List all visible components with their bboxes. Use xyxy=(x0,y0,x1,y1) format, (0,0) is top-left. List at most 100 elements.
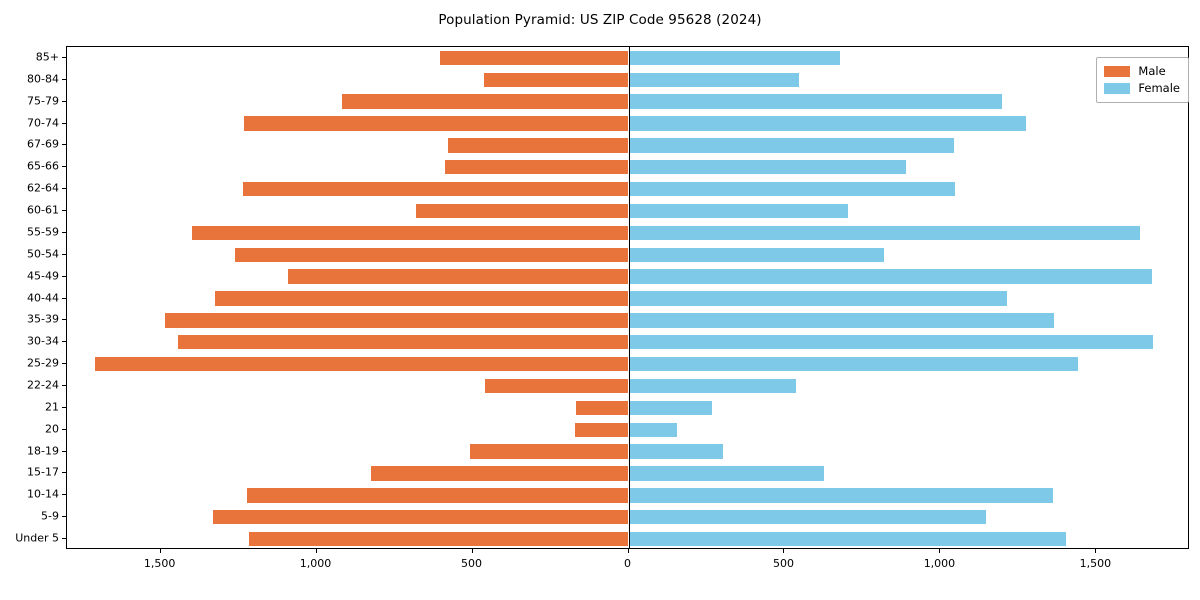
x-axis-tick-label: 500 xyxy=(461,557,483,570)
bar-row xyxy=(67,531,1188,547)
bar-row xyxy=(67,50,1188,66)
bar-row xyxy=(67,444,1188,459)
bar-female[interactable] xyxy=(628,466,825,481)
bar-male[interactable] xyxy=(447,138,629,153)
bar-male[interactable] xyxy=(440,50,629,66)
bar-female[interactable] xyxy=(628,138,954,153)
y-axis-tick-label: 67-69 xyxy=(27,137,59,151)
x-axis-tick-label: 1,000 xyxy=(923,557,956,570)
bar-female[interactable] xyxy=(628,444,724,459)
x-axis-tick-mark xyxy=(1095,549,1097,553)
bar-female[interactable] xyxy=(628,247,885,262)
bar-female[interactable] xyxy=(628,356,1078,372)
bar-female[interactable] xyxy=(628,313,1054,328)
y-axis-tick-mark xyxy=(62,516,66,518)
y-axis-tick-mark xyxy=(62,472,66,474)
bar-male[interactable] xyxy=(485,378,629,394)
bar-male[interactable] xyxy=(416,203,629,219)
bar-male[interactable] xyxy=(246,488,629,503)
y-axis-tick-mark xyxy=(62,275,66,277)
bar-row xyxy=(67,466,1188,481)
bar-female[interactable] xyxy=(628,72,800,87)
bar-female[interactable] xyxy=(628,50,840,66)
bar-male[interactable] xyxy=(95,356,629,372)
x-axis-tick-mark xyxy=(627,549,629,553)
bar-male[interactable] xyxy=(242,181,629,197)
y-axis-tick-mark xyxy=(62,363,66,365)
bar-female[interactable] xyxy=(628,400,712,416)
y-axis-tick-mark xyxy=(62,319,66,321)
y-axis-tick-label: 22-24 xyxy=(27,378,59,392)
bar-female[interactable] xyxy=(628,335,1153,350)
bar-rows xyxy=(67,47,1188,548)
bar-male[interactable] xyxy=(214,291,629,306)
chart-legend: Male Female xyxy=(1096,57,1189,103)
y-axis-tick-mark xyxy=(62,78,66,80)
y-axis-tick-label: 45-49 xyxy=(27,269,59,283)
x-axis-tick-label: 1,000 xyxy=(299,557,332,570)
bar-female[interactable] xyxy=(628,116,1026,131)
bar-female[interactable] xyxy=(628,488,1053,503)
bar-male[interactable] xyxy=(484,72,629,87)
bar-male[interactable] xyxy=(574,422,629,437)
y-axis-tick-mark xyxy=(62,56,66,58)
bar-male[interactable] xyxy=(243,116,629,131)
bar-male[interactable] xyxy=(470,444,629,459)
y-axis-tick-mark xyxy=(62,406,66,408)
y-axis-tick-mark xyxy=(62,122,66,124)
zero-axis-line xyxy=(628,47,630,548)
x-axis-tick-mark xyxy=(783,549,785,553)
y-axis-tick-label: 35-39 xyxy=(27,312,59,326)
bar-male[interactable] xyxy=(234,247,629,262)
bar-male[interactable] xyxy=(191,225,629,241)
y-axis-tick-mark xyxy=(62,297,66,299)
legend-item-male[interactable]: Male xyxy=(1104,63,1180,80)
bar-female[interactable] xyxy=(628,160,907,175)
legend-label-male: Male xyxy=(1138,63,1166,78)
y-axis-tick-mark xyxy=(62,210,66,212)
bar-row xyxy=(67,225,1188,241)
y-axis-tick-label: 20 xyxy=(45,422,59,436)
bar-female[interactable] xyxy=(628,225,1141,241)
legend-item-female[interactable]: Female xyxy=(1104,80,1180,97)
bar-row xyxy=(67,247,1188,262)
x-axis-tick-mark xyxy=(315,549,317,553)
y-axis-tick-mark xyxy=(62,494,66,496)
bar-row xyxy=(67,72,1188,87)
bar-row xyxy=(67,335,1188,350)
bar-row xyxy=(67,422,1188,437)
x-axis-tick-label: 1,500 xyxy=(143,557,176,570)
bar-male[interactable] xyxy=(287,269,629,284)
y-axis-tick-label: 65-66 xyxy=(27,159,59,173)
y-axis-tick-mark xyxy=(62,341,66,343)
bar-male[interactable] xyxy=(370,466,629,481)
bar-male[interactable] xyxy=(248,531,629,547)
bar-female[interactable] xyxy=(628,203,848,219)
bar-male[interactable] xyxy=(445,160,629,175)
bar-female[interactable] xyxy=(628,378,796,394)
bar-male[interactable] xyxy=(178,335,629,350)
y-axis-tick-label: 85+ xyxy=(35,50,59,64)
y-axis-tick-mark xyxy=(62,100,66,102)
bar-male[interactable] xyxy=(212,509,629,525)
bar-male[interactable] xyxy=(341,94,629,109)
bar-female[interactable] xyxy=(628,509,987,525)
bar-female[interactable] xyxy=(628,291,1007,306)
y-axis-tick-mark xyxy=(62,450,66,452)
bar-male[interactable] xyxy=(164,313,629,328)
bar-female[interactable] xyxy=(628,181,956,197)
y-axis-tick-label: 21 xyxy=(45,400,59,414)
bar-male[interactable] xyxy=(576,400,629,416)
y-axis-tick-label: 80-84 xyxy=(27,72,59,86)
x-axis-tick-mark xyxy=(939,549,941,553)
bar-row xyxy=(67,269,1188,284)
bar-female[interactable] xyxy=(628,94,1002,109)
bar-female[interactable] xyxy=(628,531,1067,547)
bar-female[interactable] xyxy=(628,422,678,437)
bar-row xyxy=(67,138,1188,153)
y-axis-tick-label: Under 5 xyxy=(15,531,59,545)
y-axis-tick-mark xyxy=(62,538,66,540)
bar-row xyxy=(67,160,1188,175)
bar-female[interactable] xyxy=(628,269,1152,284)
bar-row xyxy=(67,488,1188,503)
